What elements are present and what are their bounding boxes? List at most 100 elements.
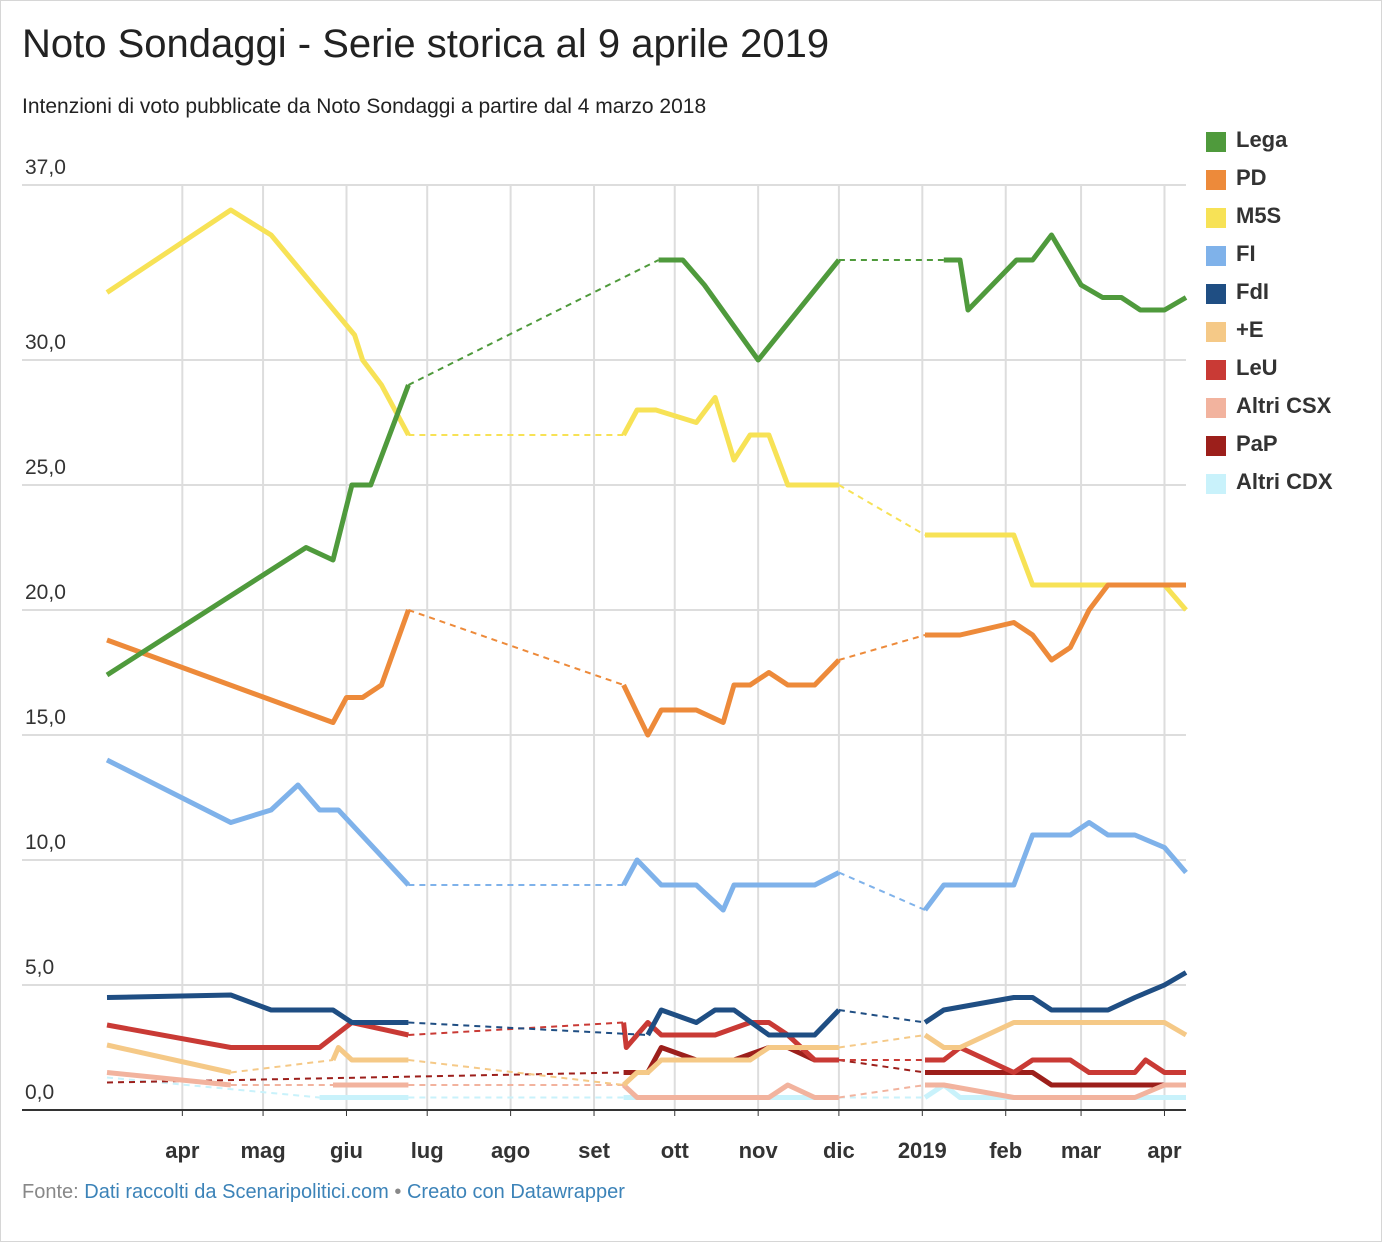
footer-separator: • xyxy=(394,1181,402,1203)
series-altri-csx-line-2 xyxy=(621,1082,839,1100)
x-tick-label-ott-6: ott xyxy=(661,1138,690,1163)
series-m5s xyxy=(105,207,1188,612)
series-m5s-line-0 xyxy=(105,207,411,437)
series-e xyxy=(106,1020,1188,1087)
legend-label-fdi: FdI xyxy=(1236,279,1269,304)
legend-swatch-fi xyxy=(1206,246,1226,266)
legend-label-m5s: M5S xyxy=(1236,203,1282,228)
legend-swatch-lega xyxy=(1206,132,1226,152)
series-fdi-gap-1 xyxy=(838,1009,926,1024)
series-e-line-1 xyxy=(330,1045,409,1063)
legend-label-lega: Lega xyxy=(1236,127,1288,152)
legend-label-fi: FI xyxy=(1236,241,1256,266)
series-altri-cdx xyxy=(106,1076,1186,1100)
chart-subtitle: Intenzioni di voto pubblicate da Noto So… xyxy=(22,95,707,118)
series-leu-line-1 xyxy=(621,1020,839,1063)
legend-label-altri-csx: Altri CSX xyxy=(1236,393,1332,418)
series-pap-gap-0 xyxy=(106,1071,624,1084)
series-fdi xyxy=(106,970,1188,1038)
series-pd-line-2 xyxy=(925,582,1186,663)
y-tick-label-15-0: 15,0 xyxy=(25,706,66,729)
x-tick-label-dic-8: dic xyxy=(823,1138,855,1163)
gridlines xyxy=(22,184,1186,1116)
series-pap-line-2 xyxy=(925,1070,1186,1088)
footer: Fonte: Dati raccolti da Scenaripolitici.… xyxy=(22,1181,625,1204)
series-e-gap-1 xyxy=(408,1059,624,1086)
series-m5s-line-1 xyxy=(621,395,839,488)
x-tick-label-set-5: set xyxy=(578,1138,610,1163)
y-tick-label-25-0: 25,0 xyxy=(25,456,66,479)
y-axis-labels: 0,0 5,0 10,0 15,0 20,0 25,0 30,0 37,0 xyxy=(25,156,66,1104)
series-altri-csx-line-0 xyxy=(106,1070,232,1088)
y-tick-label-5-0: 5,0 xyxy=(25,956,54,979)
legend-label-altri-cdx: Altri CDX xyxy=(1236,469,1333,494)
y-tick-label-10-0: 10,0 xyxy=(25,831,66,854)
source-link[interactable]: Dati raccolti da Scenaripolitici.com xyxy=(84,1181,389,1203)
series-leu-line-2 xyxy=(925,1045,1186,1075)
series-e-gap-0 xyxy=(230,1059,334,1074)
series-altri-csx xyxy=(106,1070,1186,1100)
series-e-line-0 xyxy=(106,1042,232,1075)
legend-swatch-pap xyxy=(1206,436,1226,456)
x-tick-label-2019-9: 2019 xyxy=(898,1138,947,1163)
series-leu-gap-0 xyxy=(408,1021,624,1036)
x-tick-label-feb-10: feb xyxy=(989,1138,1022,1163)
y-tick-label-30-0: 30,0 xyxy=(25,331,66,354)
legend-label-leu: LeU xyxy=(1236,355,1278,380)
footer-prefix: Fonte: xyxy=(22,1181,79,1203)
series-pd-line-1 xyxy=(621,658,841,738)
series-lines xyxy=(105,207,1188,1100)
series-altri-csx-gap-2 xyxy=(838,1084,926,1099)
series-fi-gap-1 xyxy=(838,871,926,911)
series-e-gap-2 xyxy=(838,1034,926,1049)
series-leu xyxy=(106,1020,1186,1075)
y-tick-label-0-0: 0,0 xyxy=(25,1081,54,1104)
series-lega-line-1 xyxy=(658,257,841,363)
legend-swatch-m5s xyxy=(1206,208,1226,228)
chart-title: Noto Sondaggi - Serie storica al 9 april… xyxy=(22,22,830,66)
series-e-line-3 xyxy=(923,1020,1188,1050)
legend-swatch-fdi xyxy=(1206,284,1226,304)
x-tick-label-apr-0: apr xyxy=(165,1138,200,1163)
x-tick-label-mar-11: mar xyxy=(1061,1138,1102,1163)
x-tick-label-ago-4: ago xyxy=(491,1138,530,1163)
series-fi-line-1 xyxy=(621,857,841,913)
series-e-line-2 xyxy=(621,1045,839,1087)
y-tick-label-37-0: 37,0 xyxy=(25,156,66,179)
legend-swatch-leu xyxy=(1206,360,1226,380)
legend-label-pd: PD xyxy=(1236,165,1267,190)
x-tick-label-nov-7: nov xyxy=(739,1138,779,1163)
series-fi-line-0 xyxy=(105,757,411,887)
legend-label-pap: PaP xyxy=(1236,431,1278,456)
legend-label-e: +E xyxy=(1236,317,1264,342)
series-fdi-line-0 xyxy=(106,992,409,1025)
series-lega xyxy=(105,232,1188,678)
series-altri-csx-line-3 xyxy=(925,1082,1186,1100)
series-lega-gap-0 xyxy=(407,259,660,386)
series-m5s-line-2 xyxy=(925,532,1188,612)
series-fi xyxy=(105,757,1188,913)
y-tick-label-20-0: 20,0 xyxy=(25,581,66,604)
datawrapper-link[interactable]: Creato con Datawrapper xyxy=(406,1181,625,1203)
legend-swatch-e xyxy=(1206,322,1226,342)
series-pd-gap-0 xyxy=(408,609,624,686)
series-pd-line-0 xyxy=(106,609,411,725)
series-altri-cdx-gap-0 xyxy=(106,1076,320,1099)
series-pap-gap-1 xyxy=(838,1059,926,1074)
legend-swatch-pd xyxy=(1206,170,1226,190)
legend-swatch-altri-cdx xyxy=(1206,474,1226,494)
series-fi-line-2 xyxy=(923,820,1188,912)
x-tick-label-apr-12: apr xyxy=(1147,1138,1182,1163)
series-fdi-line-1 xyxy=(645,1007,841,1038)
legend-swatch-altri-csx xyxy=(1206,398,1226,418)
series-lega-line-0 xyxy=(105,384,411,678)
x-tick-label-giu-2: giu xyxy=(330,1138,363,1163)
series-fdi-line-2 xyxy=(923,970,1188,1025)
x-tick-label-lug-3: lug xyxy=(411,1138,444,1163)
series-lega-line-2 xyxy=(943,232,1188,313)
x-tick-label-mag-1: mag xyxy=(240,1138,285,1163)
series-pd xyxy=(106,582,1186,738)
series-m5s-gap-1 xyxy=(838,484,926,536)
